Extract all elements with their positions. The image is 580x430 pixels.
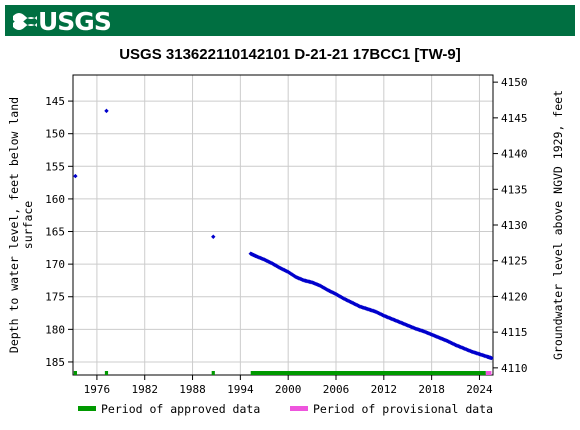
y-tick-label-right: 4110 [501, 362, 528, 375]
y-tick-label-left: 170 [45, 258, 65, 271]
y-tick-label-left: 165 [45, 226, 65, 239]
x-tick-label: 2018 [418, 383, 445, 396]
data-point [104, 108, 109, 114]
usgs-banner: USGS [0, 0, 580, 40]
legend-approved-label: Period of approved data [101, 402, 260, 416]
y-tick-label-left: 175 [45, 291, 65, 304]
approved-period-bar [73, 371, 77, 375]
data-point [489, 355, 494, 361]
legend-provisional-swatch [290, 406, 308, 411]
usgs-wave-icon [13, 13, 37, 30]
provisional-period-bar [485, 371, 492, 375]
x-tick-label: 1976 [84, 383, 111, 396]
legend-provisional-label: Period of provisional data [313, 402, 493, 416]
y-tick-label-right: 4130 [501, 219, 528, 232]
y-tick-label-right: 4125 [501, 255, 528, 268]
data-points [73, 108, 494, 361]
x-tick-label: 1994 [227, 383, 254, 396]
y-tick-label-right: 4150 [501, 76, 528, 89]
y-tick-label-left: 180 [45, 323, 65, 336]
y-tick-label-left: 185 [45, 356, 65, 369]
grid [73, 75, 493, 375]
y-tick-label-right: 4135 [501, 183, 528, 196]
chart: USGS 313622110142101 D-21-21 17BCC1 [TW-… [7, 46, 565, 416]
y-tick-label-left: 160 [45, 193, 65, 206]
approved-period-bar [104, 371, 109, 375]
y-tick-label-left: 145 [45, 95, 65, 108]
approval-periods [73, 371, 492, 375]
y-tick-label-left: 155 [45, 160, 65, 173]
y-tick-label-left: 150 [45, 128, 65, 141]
x-tick-label: 2006 [323, 383, 350, 396]
data-point [73, 173, 78, 179]
plot-frame [72, 74, 494, 376]
usgs-logo-text: USGS [38, 7, 112, 36]
y-tick-label-right: 4140 [501, 148, 528, 161]
x-tick-label: 2024 [466, 383, 493, 396]
approved-period-bar [211, 371, 215, 375]
chart-title: USGS 313622110142101 D-21-21 17BCC1 [TW-… [119, 46, 461, 63]
x-tick-label: 1988 [179, 383, 206, 396]
x-tick-label: 2000 [275, 383, 302, 396]
y-tick-label-right: 4120 [501, 290, 528, 303]
data-point [211, 234, 216, 239]
legend: Period of approved data Period of provis… [78, 402, 493, 416]
legend-approved-swatch [78, 406, 96, 411]
y-tick-label-right: 4115 [501, 326, 528, 339]
y-axis-label-right: Groundwater level above NGVD 1929, feet [551, 90, 565, 360]
y-axis-label-left-line2: surface [21, 201, 35, 250]
ticks: 1976 1982 1988 1994 2000 2006 2012 2018 2024 145 1… [45, 76, 527, 396]
x-tick-label: 2012 [371, 383, 398, 396]
banner-bar: USGS [5, 5, 575, 36]
x-tick-label: 1982 [131, 383, 158, 396]
y-axis-label-left: Depth to water level, feet below land [7, 97, 21, 353]
y-tick-label-right: 4145 [501, 112, 528, 125]
approved-period-bar [250, 371, 486, 375]
